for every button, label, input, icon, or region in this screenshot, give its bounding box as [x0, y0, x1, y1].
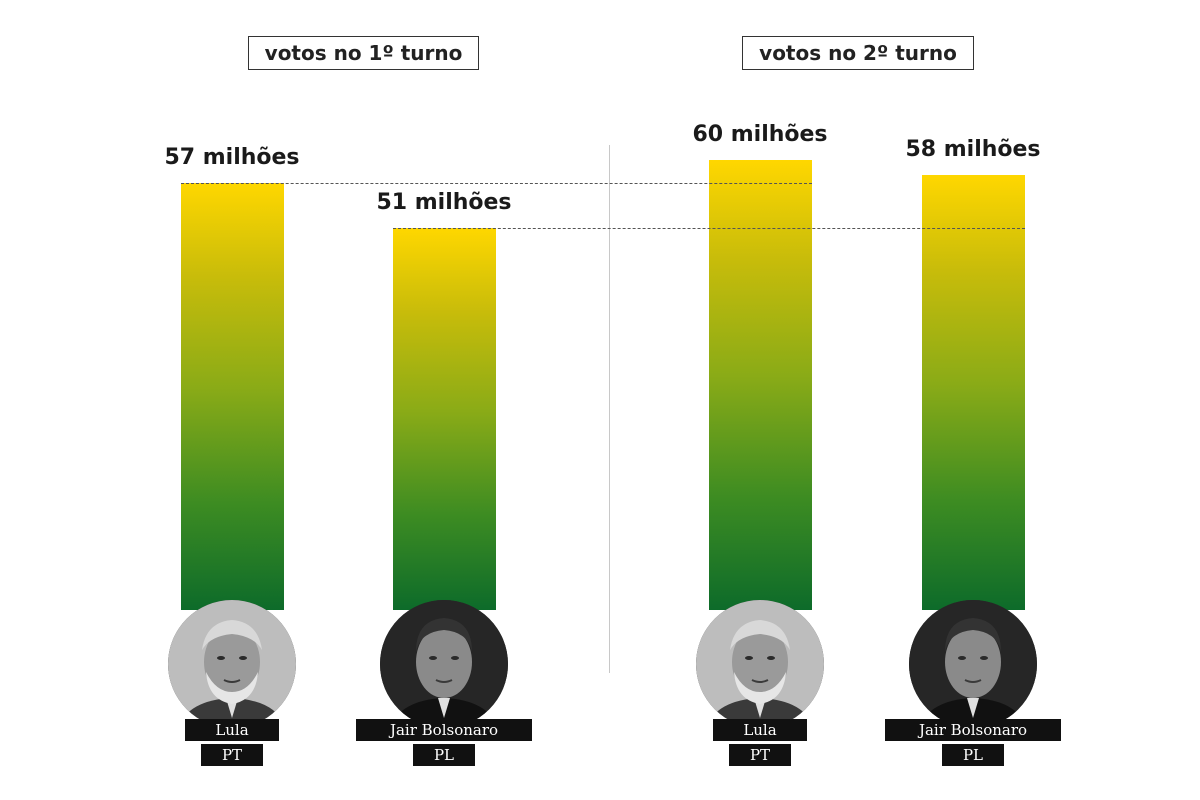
candidate-name: Lula: [185, 719, 279, 741]
candidate-party: PT: [201, 744, 263, 766]
lula-portrait-icon: [168, 600, 296, 728]
value-label: 57 milhões: [164, 144, 300, 170]
lula-portrait-icon: [696, 600, 824, 728]
candidate-party: PT: [729, 744, 791, 766]
bar-2-1: [708, 160, 812, 610]
candidate-name: Jair Bolsonaro: [356, 719, 532, 741]
candidate-name: Lula: [713, 719, 807, 741]
value-label: 60 milhões: [692, 122, 828, 147]
candidate-party: PL: [942, 744, 1004, 766]
value-label: 58 milhões: [905, 137, 1041, 162]
bar-2-2: [921, 175, 1025, 610]
candidate-name: Jair Bolsonaro: [885, 719, 1061, 741]
bar-1-2: [392, 227, 496, 610]
panel-divider: [609, 145, 610, 673]
bolsonaro-portrait-icon: [909, 600, 1037, 728]
ref-line-bolsonaro-first-round: [392, 227, 1025, 229]
bolsonaro-portrait-icon: [380, 600, 508, 728]
bar-1-1: [180, 182, 284, 610]
candidate-party: PL: [413, 744, 475, 766]
value-label: 51 milhões: [376, 189, 512, 215]
panel-title-second-round: votos no 2º turno: [742, 36, 974, 70]
panel-title-first-round: votos no 1º turno: [248, 36, 479, 70]
ref-line-lula-first-round: [180, 182, 812, 184]
